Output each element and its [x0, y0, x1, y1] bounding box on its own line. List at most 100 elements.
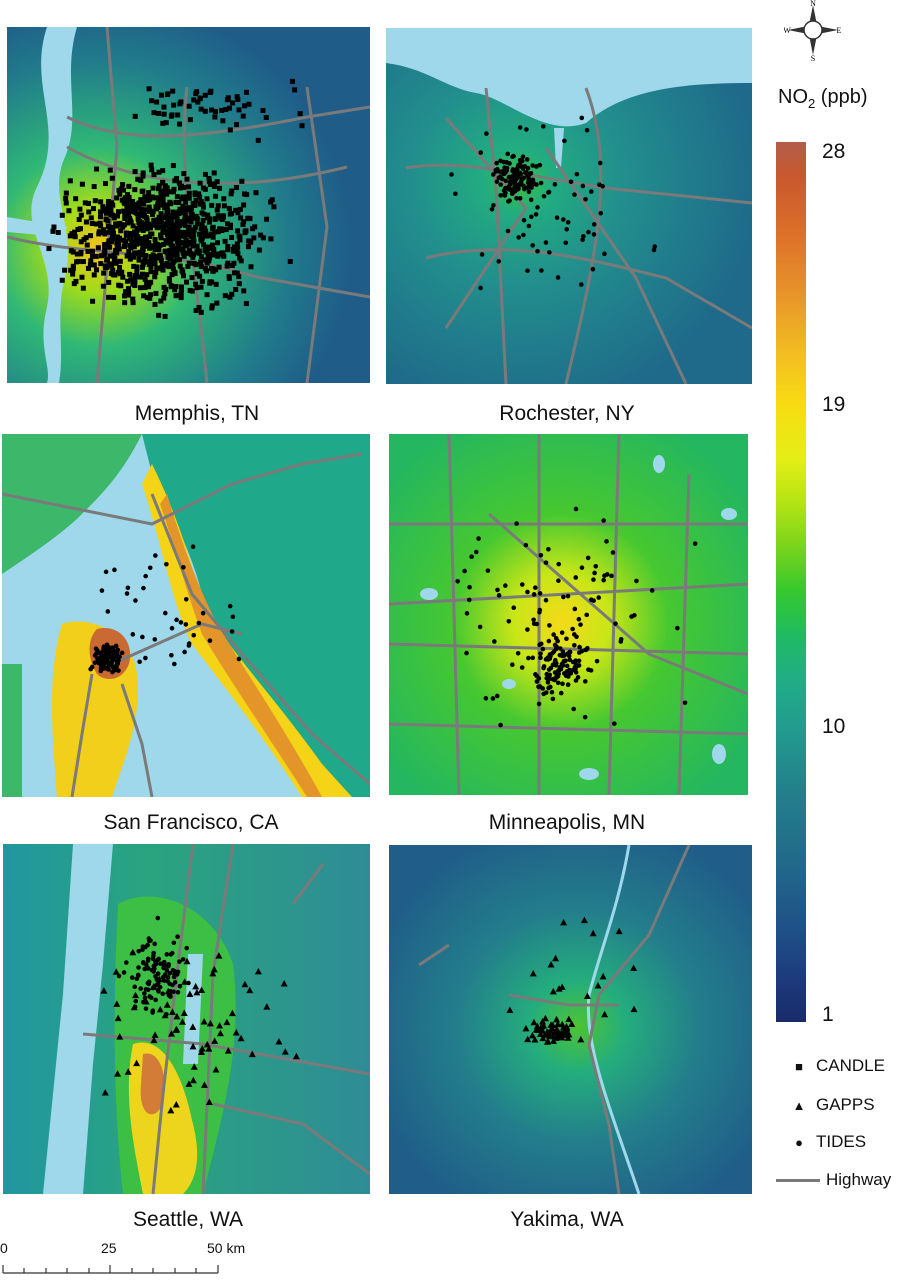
participant-marker [106, 238, 112, 244]
participant-marker [505, 228, 511, 234]
participant-marker [584, 612, 590, 618]
participant-marker [172, 233, 178, 239]
participant-marker [106, 204, 112, 210]
participant-marker [139, 188, 145, 194]
participant-marker [187, 247, 193, 253]
participant-marker [483, 696, 489, 701]
participant-marker [573, 575, 579, 580]
participant-marker [533, 672, 538, 677]
participant-marker [205, 215, 211, 221]
participant-marker [589, 929, 597, 937]
participant-marker [534, 1024, 542, 1032]
participant-marker [256, 247, 262, 253]
participant-marker [103, 210, 109, 216]
participant-marker [543, 560, 549, 565]
participant-marker [219, 226, 225, 232]
participant-marker [199, 278, 205, 284]
participant-marker [152, 274, 158, 280]
participant-marker [565, 219, 571, 225]
participant-marker [215, 203, 221, 209]
participant-marker [561, 217, 566, 222]
participant-marker [182, 649, 187, 655]
tick-19: 19 [822, 393, 846, 416]
participant-marker [212, 109, 218, 115]
participant-marker [563, 1028, 571, 1036]
participant-marker [85, 248, 91, 254]
participant-marker [169, 652, 174, 658]
participant-marker [116, 1033, 124, 1040]
participant-marker [537, 162, 543, 168]
participant-marker [629, 614, 634, 619]
caption-memphis: Memphis, TN [134, 402, 260, 425]
participant-marker [238, 258, 244, 264]
map-panel-sanfrancisco [2, 434, 370, 797]
participant-marker [132, 278, 138, 284]
participant-marker [212, 193, 218, 199]
participant-marker [153, 959, 158, 965]
participant-marker [142, 276, 148, 282]
participant-marker [195, 99, 201, 105]
participant-marker [181, 230, 187, 236]
participant-marker [145, 958, 151, 963]
participant-marker [547, 250, 552, 255]
participant-marker [148, 259, 154, 265]
participant-marker [176, 180, 182, 186]
participant-marker [292, 1052, 300, 1060]
participant-marker [155, 217, 161, 223]
participant-marker [187, 239, 193, 245]
participant-marker [602, 251, 607, 257]
participant-marker [164, 561, 169, 567]
participant-marker [174, 617, 179, 623]
participant-marker [142, 194, 148, 200]
participant-marker [106, 229, 112, 235]
participant-marker [163, 248, 169, 254]
participant-marker [165, 255, 171, 261]
participant-marker [597, 160, 603, 166]
participant-marker [118, 228, 124, 234]
participant-marker [127, 271, 133, 277]
participant-marker [75, 226, 81, 232]
participant-marker [100, 666, 105, 672]
scale-label-0: 0 [0, 1240, 8, 1256]
participant-marker [281, 1048, 289, 1055]
participant-marker [200, 1017, 208, 1025]
participant-marker [227, 294, 233, 300]
participant-marker [169, 263, 175, 269]
participant-marker [495, 587, 500, 593]
participant-marker [174, 239, 180, 245]
participant-marker [204, 196, 210, 202]
participant-marker [533, 212, 539, 217]
participant-marker [158, 211, 164, 217]
participant-marker [464, 611, 470, 616]
participant-marker [125, 210, 131, 216]
participant-marker [260, 107, 266, 113]
participant-marker [194, 285, 200, 291]
participant-marker [491, 172, 496, 177]
participant-marker [119, 650, 125, 656]
participant-marker [596, 595, 602, 600]
participant-marker [185, 1080, 193, 1087]
participant-marker [189, 275, 195, 281]
participant-marker [515, 186, 521, 192]
participant-marker [91, 272, 97, 278]
participant-marker [154, 255, 160, 261]
participant-marker [157, 254, 163, 260]
participant-marker [100, 204, 106, 210]
participant-marker [59, 277, 65, 283]
participant-marker [210, 965, 218, 973]
participant-marker [59, 212, 65, 218]
participant-marker [98, 209, 104, 215]
participant-marker [126, 286, 132, 292]
participant-marker [467, 584, 472, 590]
participant-marker [152, 217, 158, 223]
participant-marker [211, 1037, 219, 1044]
participant-marker [139, 207, 145, 213]
participant-marker [519, 582, 525, 587]
participant-marker [610, 550, 616, 555]
participant-marker [111, 252, 117, 258]
participant-marker [164, 968, 170, 973]
compass-w: W [784, 26, 791, 35]
participant-marker [68, 248, 74, 254]
participant-marker [535, 205, 540, 210]
participant-marker [97, 220, 103, 226]
